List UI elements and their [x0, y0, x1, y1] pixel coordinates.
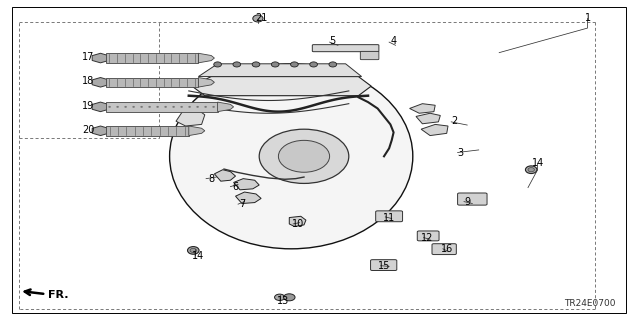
- Polygon shape: [289, 216, 306, 226]
- Text: 14: 14: [531, 158, 544, 168]
- Polygon shape: [192, 77, 371, 96]
- Bar: [106, 102, 218, 112]
- Text: 18: 18: [82, 76, 95, 86]
- Ellipse shape: [528, 168, 534, 172]
- Polygon shape: [198, 78, 214, 87]
- Ellipse shape: [140, 106, 143, 108]
- Text: 14: 14: [192, 251, 205, 261]
- Ellipse shape: [196, 106, 199, 108]
- Text: 11: 11: [383, 212, 396, 223]
- Text: 1: 1: [584, 12, 591, 23]
- Text: 3: 3: [458, 148, 464, 158]
- Ellipse shape: [204, 106, 207, 108]
- Polygon shape: [218, 102, 234, 112]
- Polygon shape: [189, 126, 205, 136]
- Text: 4: 4: [390, 36, 397, 47]
- Ellipse shape: [116, 106, 119, 108]
- Ellipse shape: [278, 140, 330, 172]
- Polygon shape: [234, 179, 259, 190]
- Ellipse shape: [124, 106, 127, 108]
- Text: 5: 5: [330, 36, 336, 47]
- Ellipse shape: [329, 62, 337, 67]
- Ellipse shape: [180, 106, 183, 108]
- Text: 21: 21: [255, 12, 268, 23]
- Text: TR24E0700: TR24E0700: [564, 299, 616, 308]
- Text: 9: 9: [464, 197, 470, 207]
- Ellipse shape: [188, 106, 191, 108]
- Ellipse shape: [310, 62, 317, 67]
- Ellipse shape: [291, 62, 298, 67]
- Ellipse shape: [253, 15, 263, 22]
- Polygon shape: [214, 170, 236, 181]
- Ellipse shape: [284, 294, 295, 301]
- FancyBboxPatch shape: [376, 211, 403, 222]
- FancyBboxPatch shape: [371, 260, 397, 271]
- Text: 10: 10: [291, 219, 304, 229]
- Ellipse shape: [190, 249, 196, 253]
- Ellipse shape: [188, 247, 199, 254]
- Ellipse shape: [164, 106, 167, 108]
- Ellipse shape: [148, 106, 151, 108]
- Ellipse shape: [259, 129, 349, 183]
- Polygon shape: [198, 53, 214, 63]
- Polygon shape: [176, 110, 205, 126]
- Polygon shape: [416, 113, 440, 124]
- Text: 17: 17: [82, 52, 95, 63]
- Ellipse shape: [271, 62, 279, 67]
- Ellipse shape: [252, 62, 260, 67]
- Ellipse shape: [525, 166, 537, 174]
- Ellipse shape: [214, 62, 221, 67]
- Text: 8: 8: [208, 174, 214, 184]
- Text: 2: 2: [451, 116, 458, 126]
- Ellipse shape: [212, 106, 215, 108]
- Bar: [106, 78, 198, 87]
- Bar: [106, 126, 189, 136]
- Text: 16: 16: [440, 244, 453, 255]
- Text: 15: 15: [378, 261, 390, 271]
- Text: 19: 19: [82, 101, 95, 111]
- Ellipse shape: [275, 294, 285, 300]
- Bar: [106, 53, 198, 63]
- Text: 6: 6: [232, 182, 239, 192]
- Ellipse shape: [156, 106, 159, 108]
- FancyBboxPatch shape: [360, 51, 379, 60]
- FancyBboxPatch shape: [458, 193, 487, 205]
- Ellipse shape: [233, 62, 241, 67]
- Text: 13: 13: [277, 296, 290, 307]
- Polygon shape: [410, 104, 435, 113]
- Ellipse shape: [170, 64, 413, 249]
- Polygon shape: [198, 64, 362, 77]
- Text: FR.: FR.: [48, 290, 68, 300]
- Text: 7: 7: [239, 199, 245, 209]
- FancyBboxPatch shape: [417, 231, 439, 241]
- FancyBboxPatch shape: [312, 45, 379, 52]
- Ellipse shape: [132, 106, 135, 108]
- Text: 20: 20: [82, 125, 95, 135]
- FancyBboxPatch shape: [432, 244, 456, 255]
- Polygon shape: [236, 192, 261, 204]
- Ellipse shape: [108, 106, 111, 108]
- Text: 12: 12: [421, 233, 434, 243]
- Ellipse shape: [172, 106, 175, 108]
- Polygon shape: [421, 124, 448, 136]
